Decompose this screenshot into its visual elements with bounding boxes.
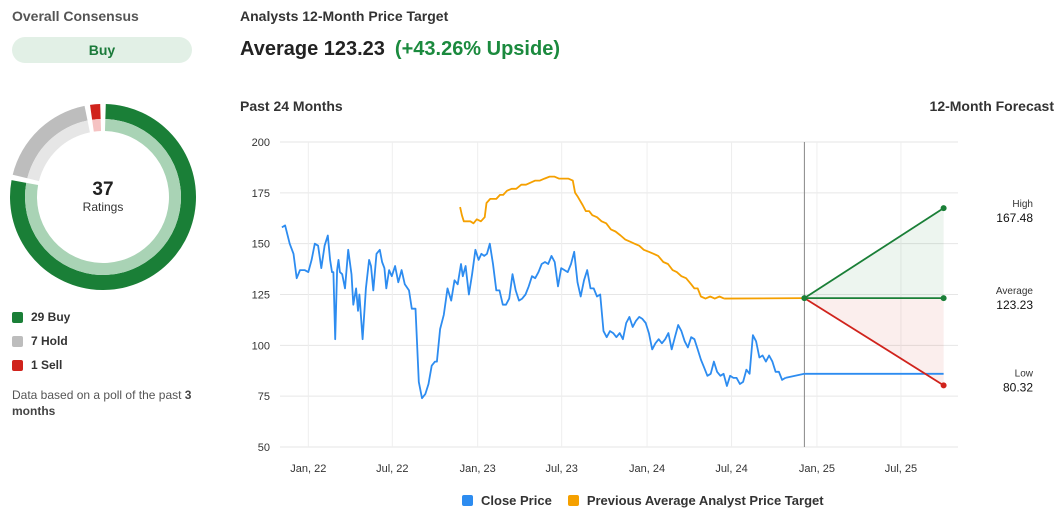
x-tick-label: Jan, 22 [290, 463, 326, 475]
legend-hold-label: 7 Hold [31, 334, 68, 348]
legend-sell: 1 Sell [12, 353, 70, 377]
ratings-donut [10, 104, 196, 290]
forecast-start-point [801, 295, 808, 302]
y-tick-label: 150 [252, 239, 270, 251]
upside-value: (+43.26% Upside) [394, 38, 560, 60]
buy-swatch [12, 311, 23, 323]
legend-sell-label: 1 Sell [31, 358, 63, 372]
x-tick-label: Jan, 23 [460, 463, 496, 475]
legend-target[interactable]: Previous Average Analyst Price Target [567, 493, 824, 508]
consensus-rating-badge: Buy [12, 37, 192, 63]
poll-note-text: Data based on a poll of the past [12, 388, 182, 402]
forecast-low-value: 80.32 [1003, 380, 1033, 394]
y-tick-label: 50 [258, 442, 270, 454]
sell-swatch [12, 359, 23, 371]
x-tick-label: Jan, 24 [629, 463, 665, 475]
donut-sell-outer [90, 104, 101, 120]
forecast-high-point [940, 205, 947, 212]
y-tick-label: 125 [252, 290, 270, 302]
ratings-legend: 29 Buy 7 Hold 1 Sell [12, 305, 70, 377]
legend-close-price-label: Close Price [481, 493, 552, 508]
legend-buy: 29 Buy [12, 305, 70, 329]
forecast-low-point [940, 382, 947, 389]
forecast-low-line [803, 297, 945, 387]
poll-note: Data based on a poll of the past 3 month… [12, 387, 192, 419]
donut-hold-outer [12, 105, 88, 179]
forecast-low-label: Low [1015, 368, 1034, 379]
donut-sell-inner [92, 119, 102, 132]
consensus-title: Overall Consensus [12, 8, 139, 24]
forecast-high-line [803, 207, 945, 299]
average-target: Average 123.23 (+43.26% Upside) [240, 38, 560, 61]
y-tick-label: 200 [252, 137, 270, 149]
donut-hold-inner [27, 120, 90, 182]
close-price-line [281, 224, 786, 400]
y-tick-label: 100 [252, 340, 270, 352]
x-tick-label: Jul, 25 [885, 463, 917, 475]
x-tick-label: Jul, 23 [545, 463, 577, 475]
forecast-average-value: 123.23 [996, 298, 1033, 312]
y-tick-label: 175 [252, 188, 270, 200]
forecast-high-label: High [1012, 199, 1033, 210]
x-tick-label: Jul, 24 [715, 463, 747, 475]
past-period-label: Past 24 Months [240, 98, 343, 114]
hold-swatch [12, 335, 23, 347]
x-tick-label: Jan, 25 [799, 463, 835, 475]
price-target-title: Analysts 12-Month Price Target [240, 8, 449, 24]
legend-close-price[interactable]: Close Price [462, 493, 552, 508]
forecast-average-label: Average [996, 286, 1034, 297]
forecast-period-label: 12-Month Forecast [929, 98, 1054, 114]
forecast-high-value: 167.48 [996, 211, 1033, 225]
chart-legend: Close Price Previous Average Analyst Pri… [462, 493, 840, 508]
close-price-swatch [462, 495, 473, 506]
forecast-average-point [940, 295, 947, 302]
poll-note-period: 3 months [12, 388, 192, 418]
legend-hold: 7 Hold [12, 329, 70, 353]
x-tick-label: Jul, 22 [376, 463, 408, 475]
y-tick-label: 75 [258, 391, 270, 403]
close-price-tail [785, 372, 805, 379]
legend-target-label: Previous Average Analyst Price Target [586, 493, 824, 508]
legend-buy-label: 29 Buy [31, 310, 71, 324]
target-price-line [459, 175, 725, 300]
target-swatch [567, 495, 579, 506]
average-value: Average 123.23 [240, 38, 385, 60]
